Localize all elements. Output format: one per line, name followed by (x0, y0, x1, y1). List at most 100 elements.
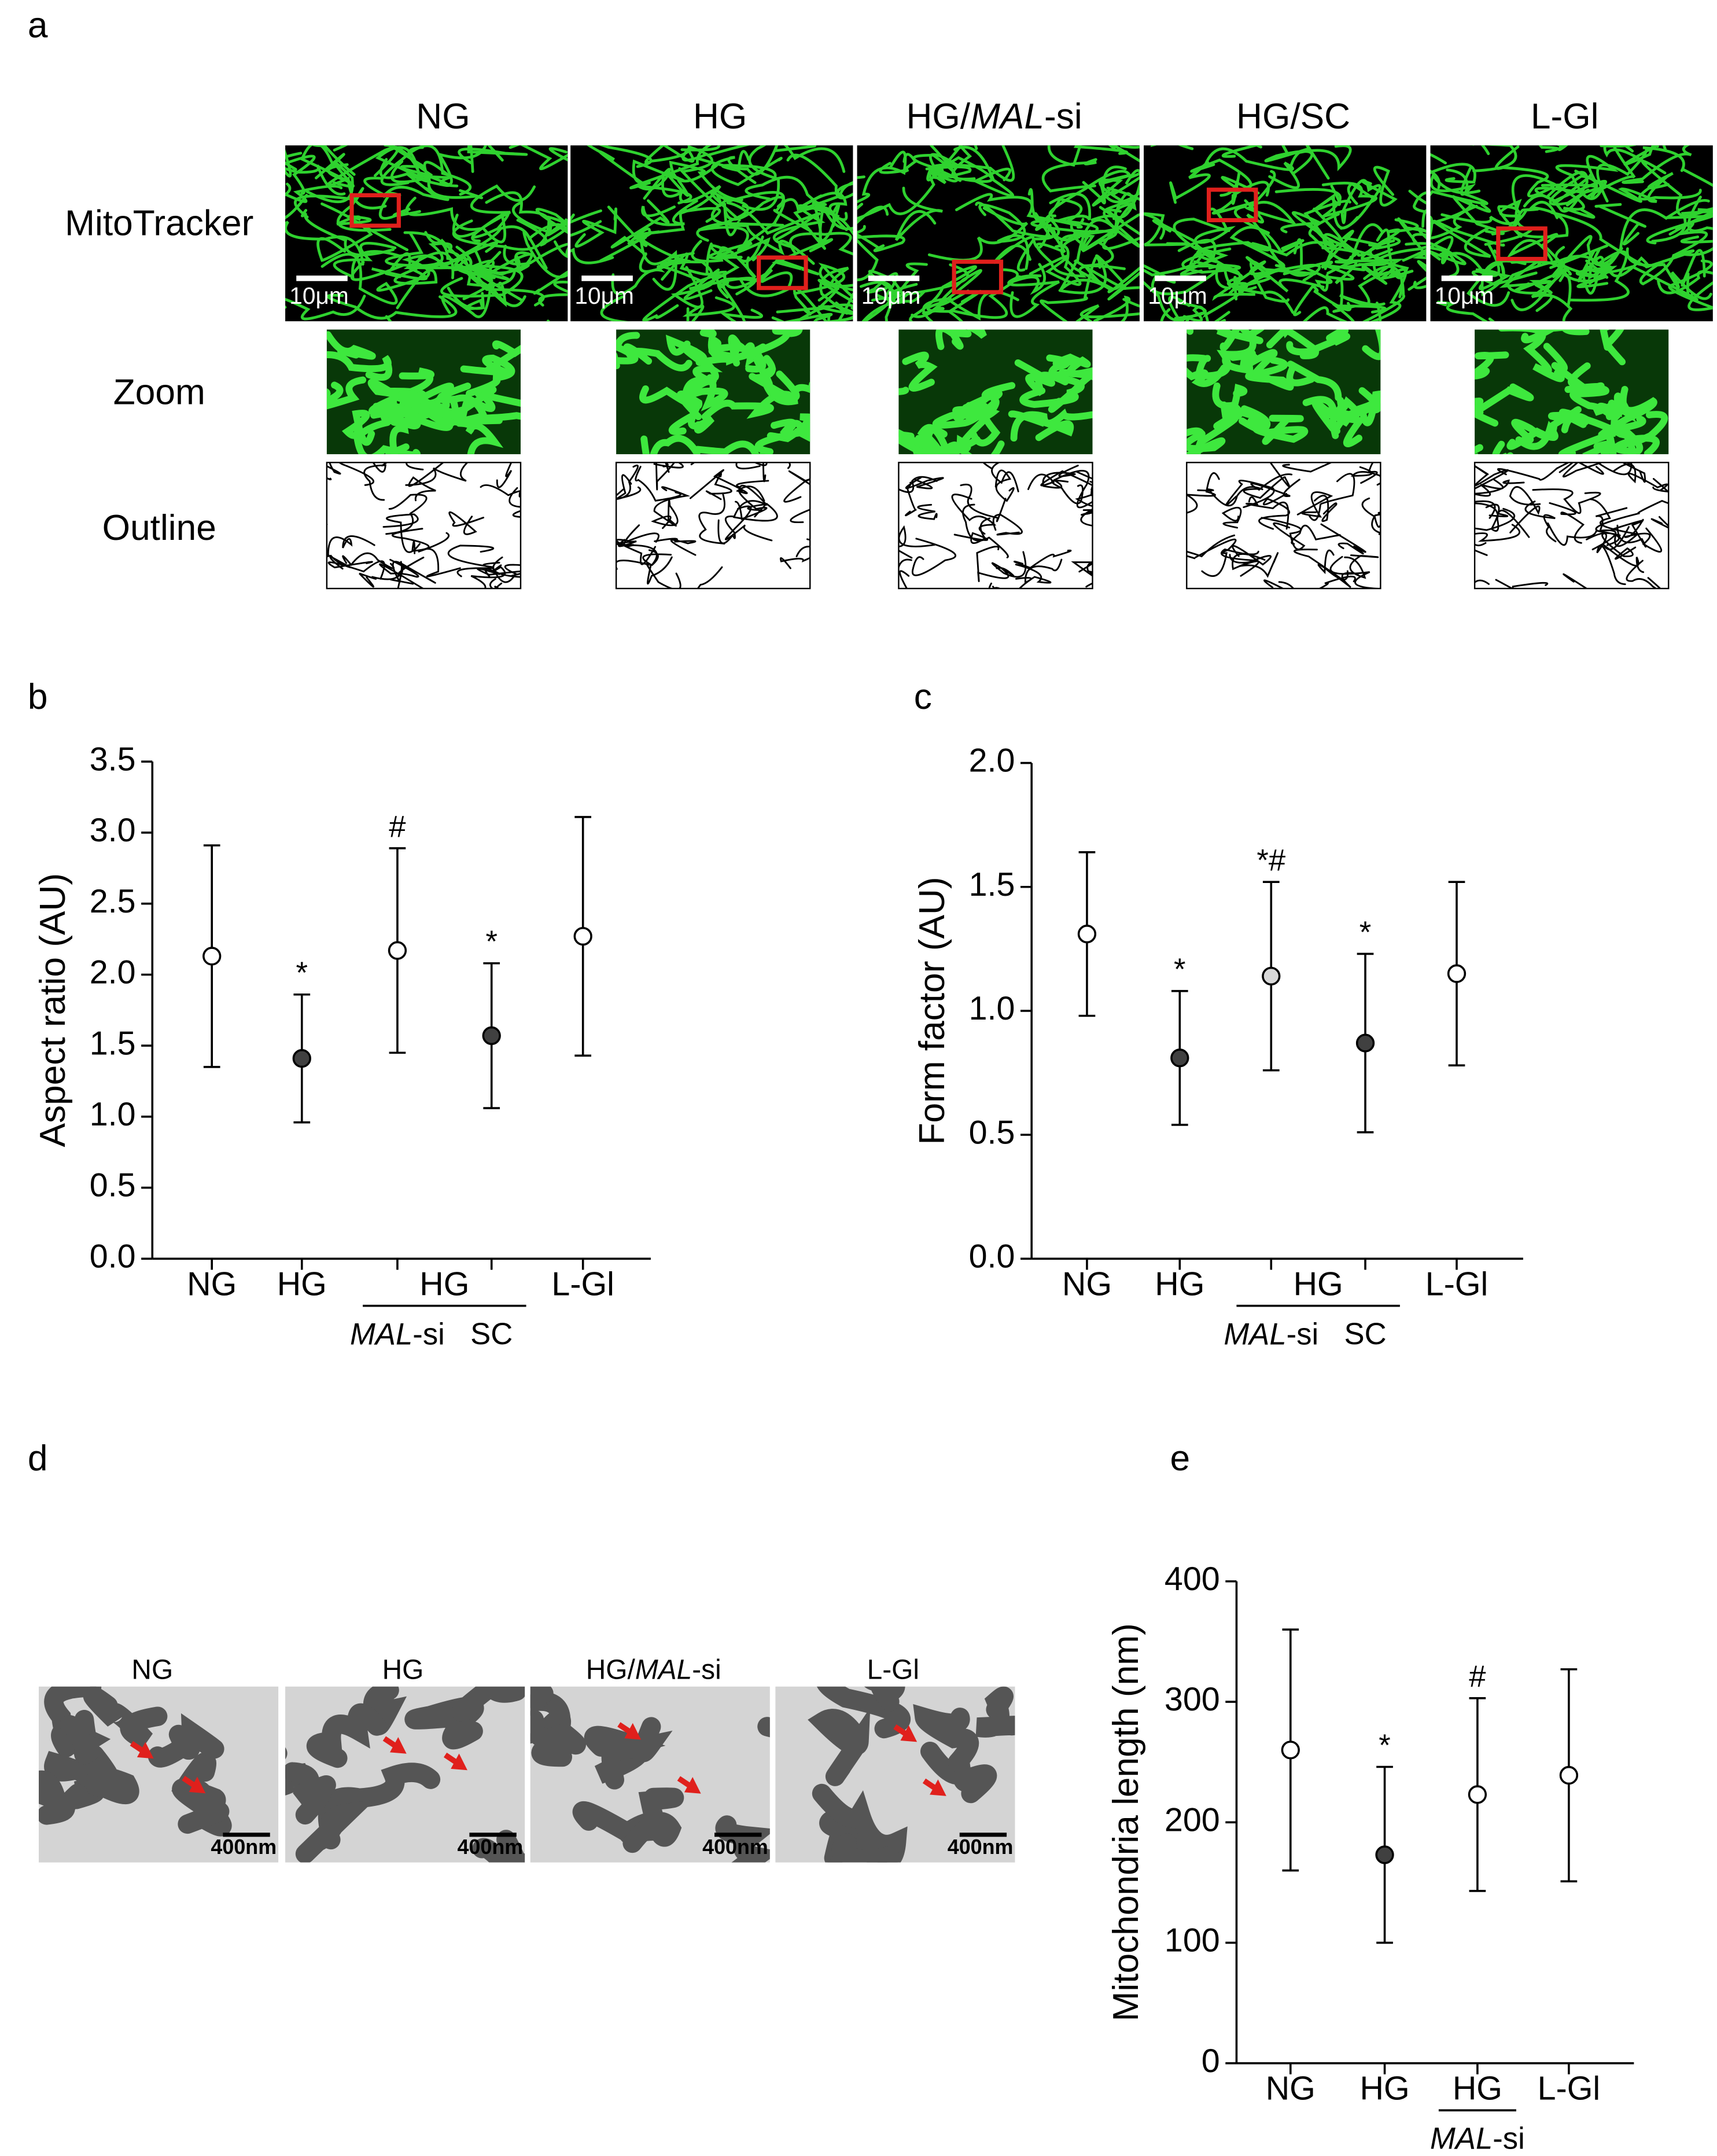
texture (1497, 462, 1574, 481)
texture (385, 494, 428, 535)
texture (923, 435, 1005, 454)
texture (466, 354, 515, 397)
texture (1040, 255, 1101, 322)
texture (1555, 154, 1619, 200)
texture (1320, 523, 1366, 555)
arrow-head (137, 1742, 154, 1759)
data-point (1375, 1845, 1394, 1864)
outline-image (898, 462, 1093, 590)
x-tick-label: HG (1155, 1265, 1204, 1303)
texture (320, 252, 426, 305)
texture (1601, 532, 1637, 560)
image-content (1144, 145, 1427, 322)
arrow-head (389, 1737, 407, 1754)
texture (1282, 462, 1333, 473)
texture (1322, 406, 1351, 439)
texture (1294, 549, 1349, 581)
texture (1261, 517, 1306, 550)
texture (350, 232, 424, 281)
texture (616, 524, 640, 547)
texture (1521, 329, 1590, 344)
texture (1452, 194, 1505, 236)
texture (390, 397, 459, 427)
texture (1051, 480, 1084, 505)
texture (1296, 491, 1333, 518)
texture (530, 1710, 586, 1767)
texture (1681, 249, 1706, 299)
texture (662, 462, 669, 468)
texture (708, 221, 777, 260)
texture (1302, 396, 1361, 419)
text-part: HG (693, 97, 747, 137)
image-content (530, 1686, 770, 1863)
texture (771, 418, 810, 442)
texture (857, 225, 866, 234)
texture (1430, 163, 1476, 184)
texture (363, 462, 386, 501)
image-content (898, 462, 1093, 589)
image-content (1475, 462, 1669, 589)
texture (1624, 518, 1663, 553)
image-content (616, 462, 810, 589)
annotation: * (1359, 915, 1372, 950)
texture (1646, 210, 1713, 245)
texture (380, 145, 472, 196)
text-part: MAL (1224, 1317, 1286, 1351)
texture (1552, 250, 1630, 302)
texture (1027, 188, 1083, 224)
annotation: * (485, 925, 498, 959)
texture (459, 393, 503, 426)
texture (1245, 356, 1294, 391)
y-tick-label: 400 (1165, 1561, 1220, 1598)
text-part: HG/ (586, 1654, 636, 1685)
image-content (898, 329, 1093, 454)
texture (1335, 223, 1414, 280)
panel-label: c (914, 677, 932, 717)
texture (1243, 462, 1290, 499)
texture (1612, 463, 1668, 491)
texture (1318, 575, 1356, 589)
texture (662, 145, 709, 163)
texture (1187, 329, 1263, 344)
image-content (39, 1686, 232, 1837)
x-tick-label: NG (1266, 2070, 1316, 2107)
texture (1239, 552, 1279, 578)
image-content (1430, 145, 1713, 322)
texture (285, 149, 316, 195)
texture (312, 145, 356, 176)
texture (285, 295, 366, 321)
texture (1436, 300, 1495, 322)
texture (637, 168, 692, 205)
scale-label: 400nm (457, 1835, 523, 1859)
texture (668, 407, 715, 435)
texture (1652, 486, 1669, 492)
texture (1144, 212, 1190, 246)
image-content (616, 329, 810, 454)
texture (1152, 219, 1236, 252)
texture (1622, 145, 1692, 184)
texture (661, 175, 721, 215)
texture (1197, 486, 1263, 507)
text-part: MAL (970, 97, 1044, 137)
texture (1019, 376, 1085, 409)
texture (1263, 579, 1295, 589)
texture (698, 494, 725, 544)
texture (1638, 172, 1702, 201)
y-tick-label: 300 (1165, 1681, 1220, 1718)
texture (682, 296, 735, 322)
texture (1232, 545, 1272, 571)
texture (1600, 329, 1626, 366)
image-bg (615, 462, 811, 590)
texture (1360, 462, 1381, 484)
scale-label: 10μm (861, 282, 921, 309)
text-part: -si (692, 1654, 721, 1685)
texture (516, 219, 568, 247)
texture (736, 480, 769, 512)
texture (1498, 329, 1565, 382)
x-sub-label: MAL-si (1430, 2122, 1525, 2156)
texture (697, 566, 723, 589)
texture (1430, 153, 1447, 189)
texture (390, 561, 436, 585)
texture (1090, 205, 1140, 250)
